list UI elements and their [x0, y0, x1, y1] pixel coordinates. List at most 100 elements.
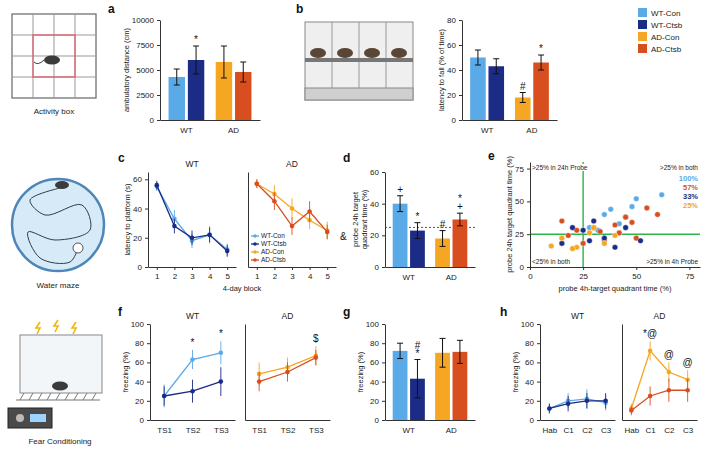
point: [290, 206, 295, 211]
point: [207, 233, 212, 238]
axis-title: freezing (%): [511, 351, 520, 392]
tick: [227, 267, 228, 270]
tick-group: 0: [530, 416, 540, 425]
point: [591, 225, 597, 231]
tick-label: 0: [452, 116, 457, 125]
tick-label: 80: [525, 339, 534, 348]
error-cap: [240, 62, 246, 63]
tick-label: 100: [366, 320, 380, 329]
error-line: [400, 343, 401, 358]
tick: [382, 204, 385, 205]
error-cap: [538, 55, 544, 56]
tick-label: 60: [447, 41, 456, 50]
error-line: [400, 196, 401, 212]
axis: [248, 173, 249, 268]
legend-swatch: [638, 8, 647, 17]
shape: [391, 48, 407, 58]
annotation: *: [416, 211, 420, 222]
line: [157, 187, 227, 250]
axis: WTAD: [386, 268, 476, 282]
point: [629, 204, 635, 210]
marks: [629, 341, 690, 415]
tick-label: 60: [370, 168, 379, 177]
point: [570, 246, 576, 252]
tick: [537, 324, 540, 325]
tick-group: 4: [208, 267, 213, 281]
tick-group: TS3: [214, 426, 229, 435]
point: [580, 241, 586, 247]
tick-label: 4: [308, 272, 313, 281]
axis: HabC1C2C3: [541, 421, 616, 435]
legend: WT-ConWT-CtsbAD-ConAD-Ctsb: [251, 232, 287, 263]
rotarod-icon: [305, 22, 413, 100]
axis-line: [246, 420, 331, 421]
point: [591, 218, 597, 224]
tick: [537, 362, 540, 363]
tick-label: 20: [447, 91, 456, 100]
tick-label: WT: [403, 273, 416, 282]
legend-item: WT-Con: [651, 9, 680, 18]
tick-label: TS1: [252, 426, 267, 435]
line: [631, 351, 687, 409]
tick-label: 5000: [136, 66, 154, 75]
error-line: [459, 340, 460, 363]
shape: [38, 393, 42, 400]
tick-label: TS3: [214, 426, 229, 435]
annotation: @: [664, 349, 674, 360]
error-bar: [520, 93, 526, 103]
reference-line: [582, 162, 583, 267]
shape: [55, 181, 69, 189]
tick-label: 3: [290, 272, 295, 281]
tick-group: 3: [290, 267, 295, 281]
tick-label: C2: [664, 426, 675, 435]
tick-group: WT: [481, 126, 494, 135]
tick-label: 20: [370, 397, 379, 406]
tick-label: 60: [525, 358, 534, 367]
legend-marker: [253, 250, 257, 254]
illustration-label: Activity box: [34, 107, 74, 116]
tick-label: Hab: [625, 426, 640, 435]
tick-label: 80: [447, 16, 456, 25]
tick: [382, 420, 385, 421]
legend-item: AD-Ctsb: [651, 45, 682, 54]
shape: [364, 48, 380, 58]
point: [190, 235, 195, 240]
tick-group: 0: [452, 116, 462, 125]
tick-group: C3: [683, 426, 694, 435]
axis: 020406080100: [521, 320, 541, 425]
shape: [305, 22, 413, 100]
annotation: *: [539, 43, 543, 54]
error-bar: [440, 231, 446, 247]
corner-label: >25% in 4h Probe: [645, 258, 699, 265]
error-bar: [397, 343, 403, 358]
tick-group: 20: [525, 397, 540, 406]
axis-line: [151, 420, 236, 421]
line: [157, 185, 227, 251]
shape: [36, 322, 40, 334]
shape: [74, 393, 78, 400]
tick-label: 0: [520, 263, 525, 272]
point: [325, 230, 330, 235]
annotation: +: [397, 184, 403, 195]
point: [597, 229, 603, 235]
tick-group: 2: [173, 267, 178, 281]
tick-group: 80: [447, 16, 462, 25]
panel-bar: #*020406080WTADlatency to fall (% of tim…: [437, 16, 557, 135]
error-cap: [457, 225, 463, 226]
error-bar: [414, 223, 420, 239]
point: [565, 233, 571, 239]
point: [307, 209, 312, 214]
tick-group: 0: [150, 116, 160, 125]
marks: [393, 338, 468, 420]
marks: [162, 341, 223, 407]
tick: [527, 267, 530, 268]
tick: [382, 267, 385, 268]
tick: [147, 362, 150, 363]
axis-title-line: probe 24h target: [351, 191, 360, 247]
point: [290, 224, 295, 229]
tick-label: 10000: [132, 16, 155, 25]
tick-label: AD: [228, 126, 239, 135]
tick-label: 2500: [136, 91, 154, 100]
annotation: #: [520, 81, 526, 92]
axis-title: probe 24h target quadrant time (%): [505, 156, 514, 273]
